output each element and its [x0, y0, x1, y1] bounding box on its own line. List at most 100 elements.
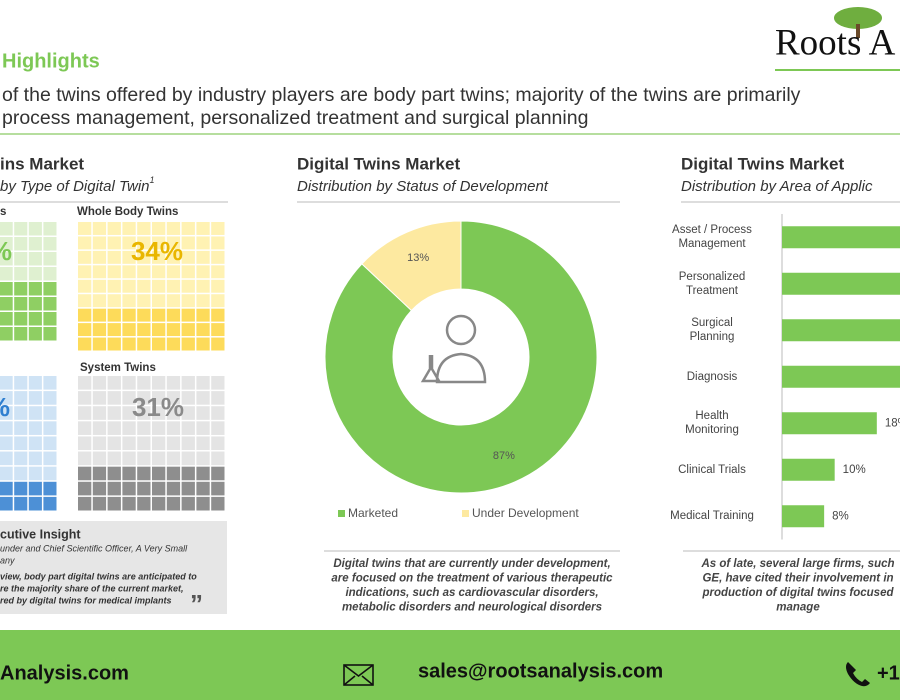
legend-label: Under Development	[472, 506, 579, 520]
waffle-cell	[166, 406, 181, 420]
waffle-cell	[181, 466, 195, 481]
data-label: 8%	[832, 510, 849, 522]
waffle-cell	[0, 496, 13, 511]
chart-subtitle: Distribution by Status of Development	[297, 178, 549, 195]
waffle-cell	[181, 496, 195, 511]
waffle-cell	[166, 222, 181, 235]
waffle-cell	[196, 421, 210, 435]
waffle-cell	[14, 451, 28, 466]
panel-title: ins Market	[0, 154, 84, 173]
waffle-cell	[211, 496, 225, 511]
waffle-cell	[181, 236, 195, 250]
waffle-cell	[0, 252, 13, 266]
waffle-cell	[152, 236, 166, 250]
waffle-cell	[181, 222, 195, 235]
waffle-cell	[28, 222, 42, 236]
waffle-cell	[196, 294, 210, 308]
waffle-cell	[78, 421, 92, 435]
waffle-cell	[152, 421, 166, 435]
caption-line: metabolic disorders and neurological dis…	[342, 602, 602, 614]
footer-email[interactable]: sales@rootsanalysis.com	[418, 660, 663, 682]
waffle-cell	[152, 436, 166, 451]
waffle-cell	[196, 451, 210, 466]
waffle-cell	[152, 496, 166, 511]
waffle-cell	[78, 222, 92, 235]
waffle-cell	[152, 250, 166, 264]
waffle-cell	[211, 294, 225, 308]
category-label: Personalized Treatment	[678, 270, 746, 297]
waffle-cell	[0, 222, 13, 236]
waffle-cell	[211, 337, 225, 351]
waffle-cell	[78, 496, 92, 511]
category-label: Surgical Planning	[689, 317, 735, 344]
waffle-cell	[43, 406, 57, 420]
headline: process management, personalized treatme…	[2, 107, 588, 129]
waffle-cell	[0, 481, 13, 496]
waffles: s% Whole Body Twins 34%% System Twins 31%	[0, 206, 225, 511]
logo-tree	[834, 7, 882, 38]
waffle-cell	[107, 222, 121, 235]
waffle-cell	[181, 323, 195, 337]
legend-label: Marketed	[348, 506, 398, 520]
waffle-cell	[0, 267, 13, 281]
waffle-cell	[107, 236, 121, 250]
waffle-cell	[107, 406, 121, 420]
donut-slice	[324, 220, 598, 494]
bar	[782, 365, 900, 388]
waffle-cell	[43, 252, 57, 266]
waffle-cell	[78, 265, 92, 279]
footer-phone[interactable]: +1	[877, 662, 900, 684]
insight-quote: view, body part digital twins are antici…	[0, 571, 197, 581]
waffle-cell	[152, 451, 166, 466]
waffle-cell	[181, 421, 195, 435]
waffle-cell	[166, 323, 181, 337]
chart-title: Digital Twins Market	[681, 154, 844, 173]
waffle-cell	[92, 323, 107, 337]
donut-slice	[361, 220, 462, 312]
waffle-cell	[92, 481, 107, 496]
waffle-cell	[181, 481, 195, 496]
mail-icon	[343, 664, 374, 686]
waffle-cell	[181, 294, 195, 308]
waffle-cell	[28, 391, 42, 405]
waffle-cell	[152, 466, 166, 481]
waffle-cell	[181, 308, 195, 322]
waffle-cell	[28, 406, 42, 420]
footer-website[interactable]: Analysis.com	[0, 662, 129, 684]
data-label: 18%	[885, 417, 900, 429]
waffle-cell	[196, 406, 210, 420]
waffle-cell	[137, 323, 151, 337]
data-label: 13%	[407, 252, 429, 264]
waffle-cell	[137, 222, 151, 235]
waffle-cell	[122, 337, 136, 351]
waffle-cell	[137, 451, 151, 466]
waffle-cell	[28, 421, 42, 435]
waffle-cell	[122, 436, 136, 451]
waffle-cell	[92, 265, 107, 279]
waffle-cell	[196, 337, 210, 351]
waffle-cell	[107, 323, 121, 337]
waffle-cell	[43, 391, 57, 405]
waffle-cell	[152, 279, 166, 293]
waffle-cell	[137, 250, 151, 264]
waffle-cell	[211, 391, 225, 405]
waffle-cell	[181, 265, 195, 279]
waffle-cell	[166, 481, 181, 496]
waffle-cell	[152, 323, 166, 337]
waffle-cell	[28, 252, 42, 266]
waffle-cell	[137, 308, 151, 322]
caption: Digital twins that are currently under d…	[331, 558, 613, 614]
waffle-cell	[28, 282, 42, 296]
waffle-cell	[92, 496, 107, 511]
waffle-cell	[28, 267, 42, 281]
waffle-cell	[166, 496, 181, 511]
waffle-cell	[211, 451, 225, 466]
waffle-cell	[137, 481, 151, 496]
waffle-cell	[92, 406, 107, 420]
waffle-cell	[28, 327, 42, 341]
waffle-cell	[181, 250, 195, 264]
waffle-cell	[122, 376, 136, 390]
waffle-cell	[107, 451, 121, 466]
waffle-cell	[107, 391, 121, 405]
